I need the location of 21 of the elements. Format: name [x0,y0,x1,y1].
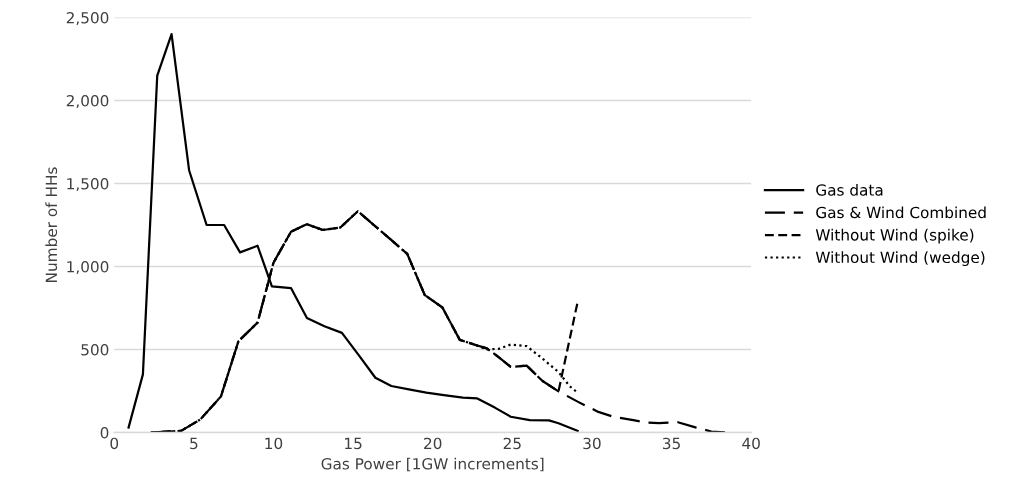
x-tick-label: 15 [345,437,362,450]
x-tick-label: 35 [663,437,680,450]
x-axis-title: Gas Power [1GW increments] [321,457,544,472]
x-tick-label: 20 [424,437,442,450]
x-tick-label: 30 [583,437,601,450]
legend-label: Without Wind (wedge) [815,251,985,267]
legend-label: Without Wind (spike) [815,228,974,244]
x-tick-label: 5 [190,437,198,450]
y-tick-label: 2,500 [66,11,109,26]
y-axis-title: Number of HHs [45,167,58,282]
legend-label: Gas & Wind Combined [816,206,986,219]
x-tick-label: 0 [110,437,119,450]
legend-label: Gas data [816,183,883,196]
y-tick-label: 500 [81,343,109,356]
x-tick-label: 10 [265,437,283,450]
y-tick-label: 1,500 [67,177,109,192]
y-tick-label: 2,000 [66,94,109,109]
y-tick-label: 1,000 [67,260,109,275]
y-tick-label: 0 [100,426,109,439]
x-tick-label: 40 [742,437,760,450]
x-tick-label: 25 [503,437,521,450]
